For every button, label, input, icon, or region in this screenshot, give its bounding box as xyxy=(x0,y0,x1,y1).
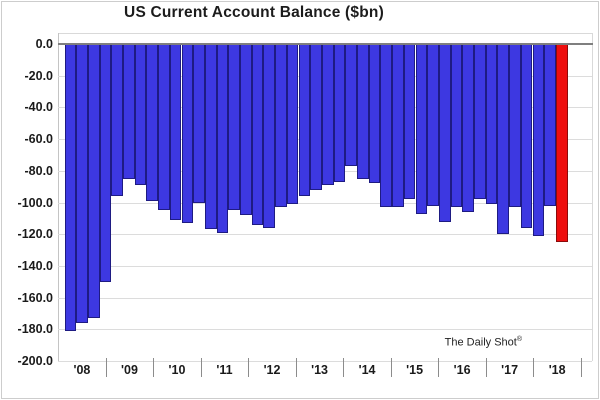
bar xyxy=(380,44,393,208)
bar xyxy=(275,44,287,208)
gridline xyxy=(58,265,592,267)
x-tick-separator xyxy=(105,358,107,377)
bar xyxy=(520,44,533,228)
gridline xyxy=(58,297,592,299)
x-tick-separator xyxy=(153,358,155,377)
bar xyxy=(87,44,100,319)
y-tick-label: -180.0 xyxy=(17,322,53,337)
x-tick-label: '18 xyxy=(548,363,566,377)
bar xyxy=(497,44,510,235)
x-tick-label: '10 xyxy=(168,363,186,377)
gridline xyxy=(58,202,592,204)
x-tick-label: '15 xyxy=(406,363,424,377)
bar xyxy=(462,44,474,212)
x-tick-separator xyxy=(390,358,392,377)
bar xyxy=(76,44,88,323)
y-tick-label: -40.0 xyxy=(24,100,54,115)
plot-top-border xyxy=(58,33,592,34)
x-tick-separator xyxy=(580,358,582,377)
y-tick-label: -80.0 xyxy=(24,163,54,178)
x-tick-separator xyxy=(438,358,440,377)
bar xyxy=(251,44,264,225)
bar-highlight xyxy=(555,44,568,243)
y-axis-line xyxy=(58,33,59,361)
bar xyxy=(193,44,205,203)
bar xyxy=(216,44,229,233)
plot-right-border xyxy=(592,33,593,361)
bar xyxy=(181,44,194,224)
x-tick-separator xyxy=(485,358,487,377)
x-tick-separator xyxy=(343,358,345,377)
bar xyxy=(64,44,77,331)
bar xyxy=(146,44,159,201)
y-tick-label: 0.0 xyxy=(35,37,53,51)
x-tick-label: '11 xyxy=(216,363,233,377)
bar xyxy=(158,44,170,211)
x-tick-separator xyxy=(533,358,535,377)
bar xyxy=(286,44,299,205)
y-tick-label: -60.0 xyxy=(24,132,54,147)
bar xyxy=(509,44,521,208)
watermark: The Daily Shot® xyxy=(445,336,522,349)
y-tick-label: -100.0 xyxy=(17,195,53,210)
chart-title: US Current Account Balance ($bn) xyxy=(124,4,384,21)
x-tick-label: '14 xyxy=(358,363,376,377)
registered-mark: ® xyxy=(516,336,522,343)
bar xyxy=(321,44,334,186)
bar xyxy=(438,44,451,222)
x-tick-label: '17 xyxy=(501,363,519,377)
x-tick-separator xyxy=(295,358,297,377)
x-tick-label: '12 xyxy=(263,363,281,377)
y-tick-label: -120.0 xyxy=(17,227,53,242)
bar xyxy=(204,44,217,230)
y-tick-label: -200.0 xyxy=(17,354,53,368)
bar xyxy=(333,44,346,182)
bar xyxy=(263,44,276,228)
gridline xyxy=(58,361,592,362)
bar xyxy=(228,44,240,211)
x-tick-label: '13 xyxy=(311,363,328,377)
bar xyxy=(169,44,182,220)
bar xyxy=(368,44,381,184)
bar xyxy=(392,44,404,208)
zero-line xyxy=(58,43,593,45)
bar xyxy=(310,44,322,190)
bar xyxy=(450,44,463,208)
y-tick-label: -140.0 xyxy=(17,258,53,273)
bar xyxy=(532,44,545,236)
watermark-text: The Daily Shot xyxy=(444,336,517,349)
x-tick-label: '09 xyxy=(121,363,138,377)
bar xyxy=(474,44,486,200)
x-tick-separator xyxy=(248,358,250,377)
bar xyxy=(298,44,311,197)
bar xyxy=(403,44,416,200)
bar xyxy=(357,44,369,179)
y-tick-label: -160.0 xyxy=(17,290,53,305)
y-tick-label: -20.0 xyxy=(24,68,54,83)
bar xyxy=(427,44,439,206)
x-tick-separator xyxy=(200,358,202,377)
gridline xyxy=(58,329,592,331)
bar xyxy=(345,44,357,167)
x-tick-label: '16 xyxy=(453,363,471,377)
bar xyxy=(240,44,252,216)
bar xyxy=(134,44,147,186)
bar xyxy=(99,44,112,282)
bar xyxy=(415,44,428,214)
bar xyxy=(123,44,135,179)
bar xyxy=(111,44,123,197)
bar xyxy=(485,44,498,205)
bar xyxy=(544,44,556,206)
x-tick-label: '08 xyxy=(73,363,91,377)
gridline xyxy=(58,234,592,236)
